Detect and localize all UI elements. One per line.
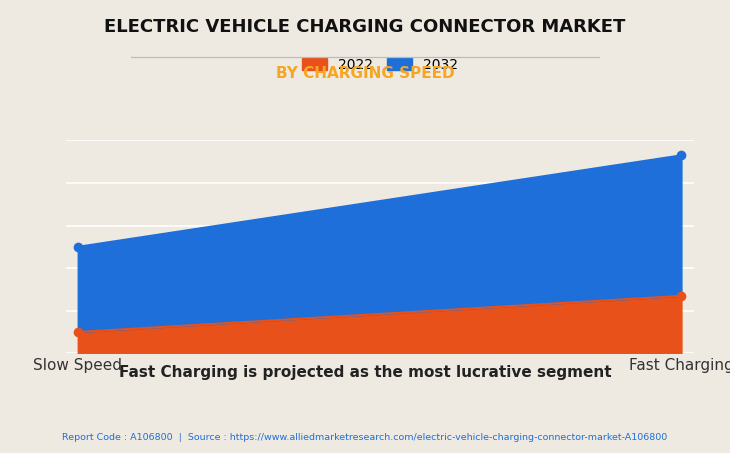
Text: BY CHARGING SPEED: BY CHARGING SPEED: [276, 66, 454, 81]
Text: Report Code : A106800  |  Source : https://www.alliedmarketresearch.com/electric: Report Code : A106800 | Source : https:/…: [62, 433, 668, 442]
Text: ELECTRIC VEHICLE CHARGING CONNECTOR MARKET: ELECTRIC VEHICLE CHARGING CONNECTOR MARK…: [104, 18, 626, 36]
Legend: 2022, 2032: 2022, 2032: [297, 54, 462, 76]
Text: Fast Charging is projected as the most lucrative segment: Fast Charging is projected as the most l…: [119, 365, 611, 380]
